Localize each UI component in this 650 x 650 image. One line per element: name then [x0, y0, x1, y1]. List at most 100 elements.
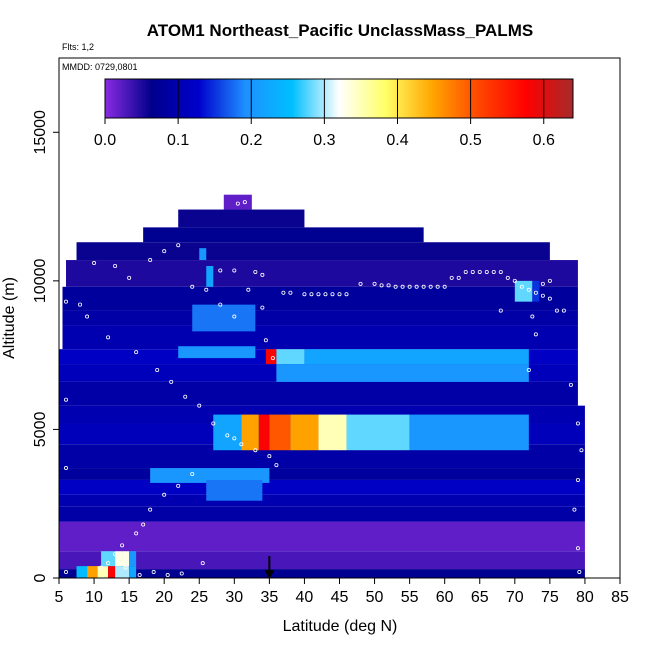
sample-point: [200, 561, 205, 566]
sample-point: [141, 522, 146, 527]
heatmap-cell: [409, 414, 529, 451]
sample-point: [64, 397, 69, 402]
colorbar-tick-label: 0.3: [313, 132, 335, 149]
heatmap-cell: [62, 286, 578, 311]
sample-point: [547, 278, 552, 283]
sample-point: [246, 287, 251, 292]
sample-point: [232, 268, 237, 273]
x-tick-label: 75: [541, 589, 559, 606]
sample-point: [463, 269, 468, 274]
sample-point: [270, 356, 275, 361]
heatmap-cell: [59, 479, 585, 495]
sample-point: [106, 335, 111, 340]
sample-point: [498, 269, 503, 274]
sample-point: [204, 287, 209, 292]
heatmap-cell: [258, 414, 270, 451]
sample-point: [176, 483, 181, 488]
colorbar-tick-label: 0.0: [94, 132, 116, 149]
x-tick-label: 55: [401, 589, 419, 606]
sample-point: [505, 275, 510, 280]
colorbar-tick-label: 0.1: [167, 132, 189, 149]
colorbar-tick-label: 0.5: [460, 132, 482, 149]
sample-point: [519, 284, 524, 289]
sample-point: [512, 278, 517, 283]
sample-point: [456, 275, 461, 280]
sample-point: [577, 570, 582, 575]
sample-point: [162, 249, 167, 254]
heatmap-cell: [269, 414, 291, 451]
x-tick-label: 70: [506, 589, 524, 606]
heatmap-cell: [206, 266, 214, 287]
sample-point: [127, 275, 132, 280]
sample-point: [575, 421, 580, 426]
latitude-marker-arrow: [264, 556, 275, 579]
sample-point: [568, 382, 573, 387]
sample-point: [232, 436, 237, 441]
sample-point: [137, 573, 142, 578]
sample-point: [274, 463, 279, 468]
sample-point: [162, 492, 167, 497]
heatmap-cell: [101, 551, 116, 567]
sample-point: [323, 292, 328, 297]
sample-point: [155, 367, 160, 372]
sample-point: [421, 284, 426, 289]
sample-point: [106, 561, 111, 566]
sample-point: [85, 314, 90, 319]
colorbar-ticks: 0.0 0.1 0.2 0.3 0.4 0.5 0.6: [94, 79, 555, 149]
heatmap-cell: [108, 566, 116, 578]
heatmap-cell: [129, 566, 137, 578]
sample-point: [533, 290, 538, 295]
sample-point: [260, 272, 265, 277]
heatmap-cell: [514, 280, 533, 302]
heatmap-cell: [62, 310, 578, 326]
sample-point: [190, 471, 195, 476]
x-tick-label: 10: [85, 589, 103, 606]
sample-point: [358, 281, 363, 286]
sample-point: [165, 573, 170, 578]
sample-point: [554, 308, 559, 313]
sample-point: [533, 332, 538, 337]
heatmap-cell: [76, 566, 88, 578]
heatmap-cell: [241, 414, 259, 451]
sample-point: [260, 305, 265, 310]
flights-label: Flts: 1,2: [62, 42, 94, 52]
sample-point: [530, 314, 535, 319]
marker-head: [264, 570, 275, 579]
heatmap-cell: [97, 566, 109, 578]
heatmap-cell: [59, 381, 578, 406]
heatmap-cell: [276, 349, 305, 365]
x-axis: 5 10 15 20 25 30 35 40 45 50 55 60 65 70 75 80 85: [55, 578, 629, 606]
y-tick-label: 0: [32, 573, 49, 582]
heatmap-cell: [62, 325, 578, 350]
x-tick-label: 25: [190, 589, 208, 606]
colorbar: [104, 78, 574, 119]
heatmap-cell: [318, 414, 347, 451]
sample-point: [484, 269, 489, 274]
heatmap-cell: [59, 551, 585, 570]
sample-point: [540, 293, 545, 298]
y-tick-label: 15000: [32, 110, 49, 155]
sample-point: [372, 281, 377, 286]
sample-point: [393, 284, 398, 289]
date-label: MMDD: 0729,0801: [62, 62, 138, 72]
sample-point: [225, 433, 230, 438]
sample-point: [337, 292, 342, 297]
sample-point: [235, 201, 240, 206]
sample-point: [414, 284, 419, 289]
heatmap-cell: [87, 566, 98, 578]
sample-point: [190, 284, 195, 289]
sample-point: [449, 275, 454, 280]
heatmap-cell: [59, 506, 585, 522]
sample-point: [253, 269, 258, 274]
sample-point: [386, 283, 391, 288]
sample-point: [218, 302, 223, 307]
colorbar-tick-label: 0.6: [533, 132, 555, 149]
sample-point: [113, 263, 118, 268]
sample-point: [218, 268, 223, 273]
sample-point: [561, 308, 566, 313]
x-tick-label: 15: [120, 589, 138, 606]
sample-point: [151, 570, 156, 575]
sample-point: [176, 243, 181, 248]
sample-point: [442, 284, 447, 289]
